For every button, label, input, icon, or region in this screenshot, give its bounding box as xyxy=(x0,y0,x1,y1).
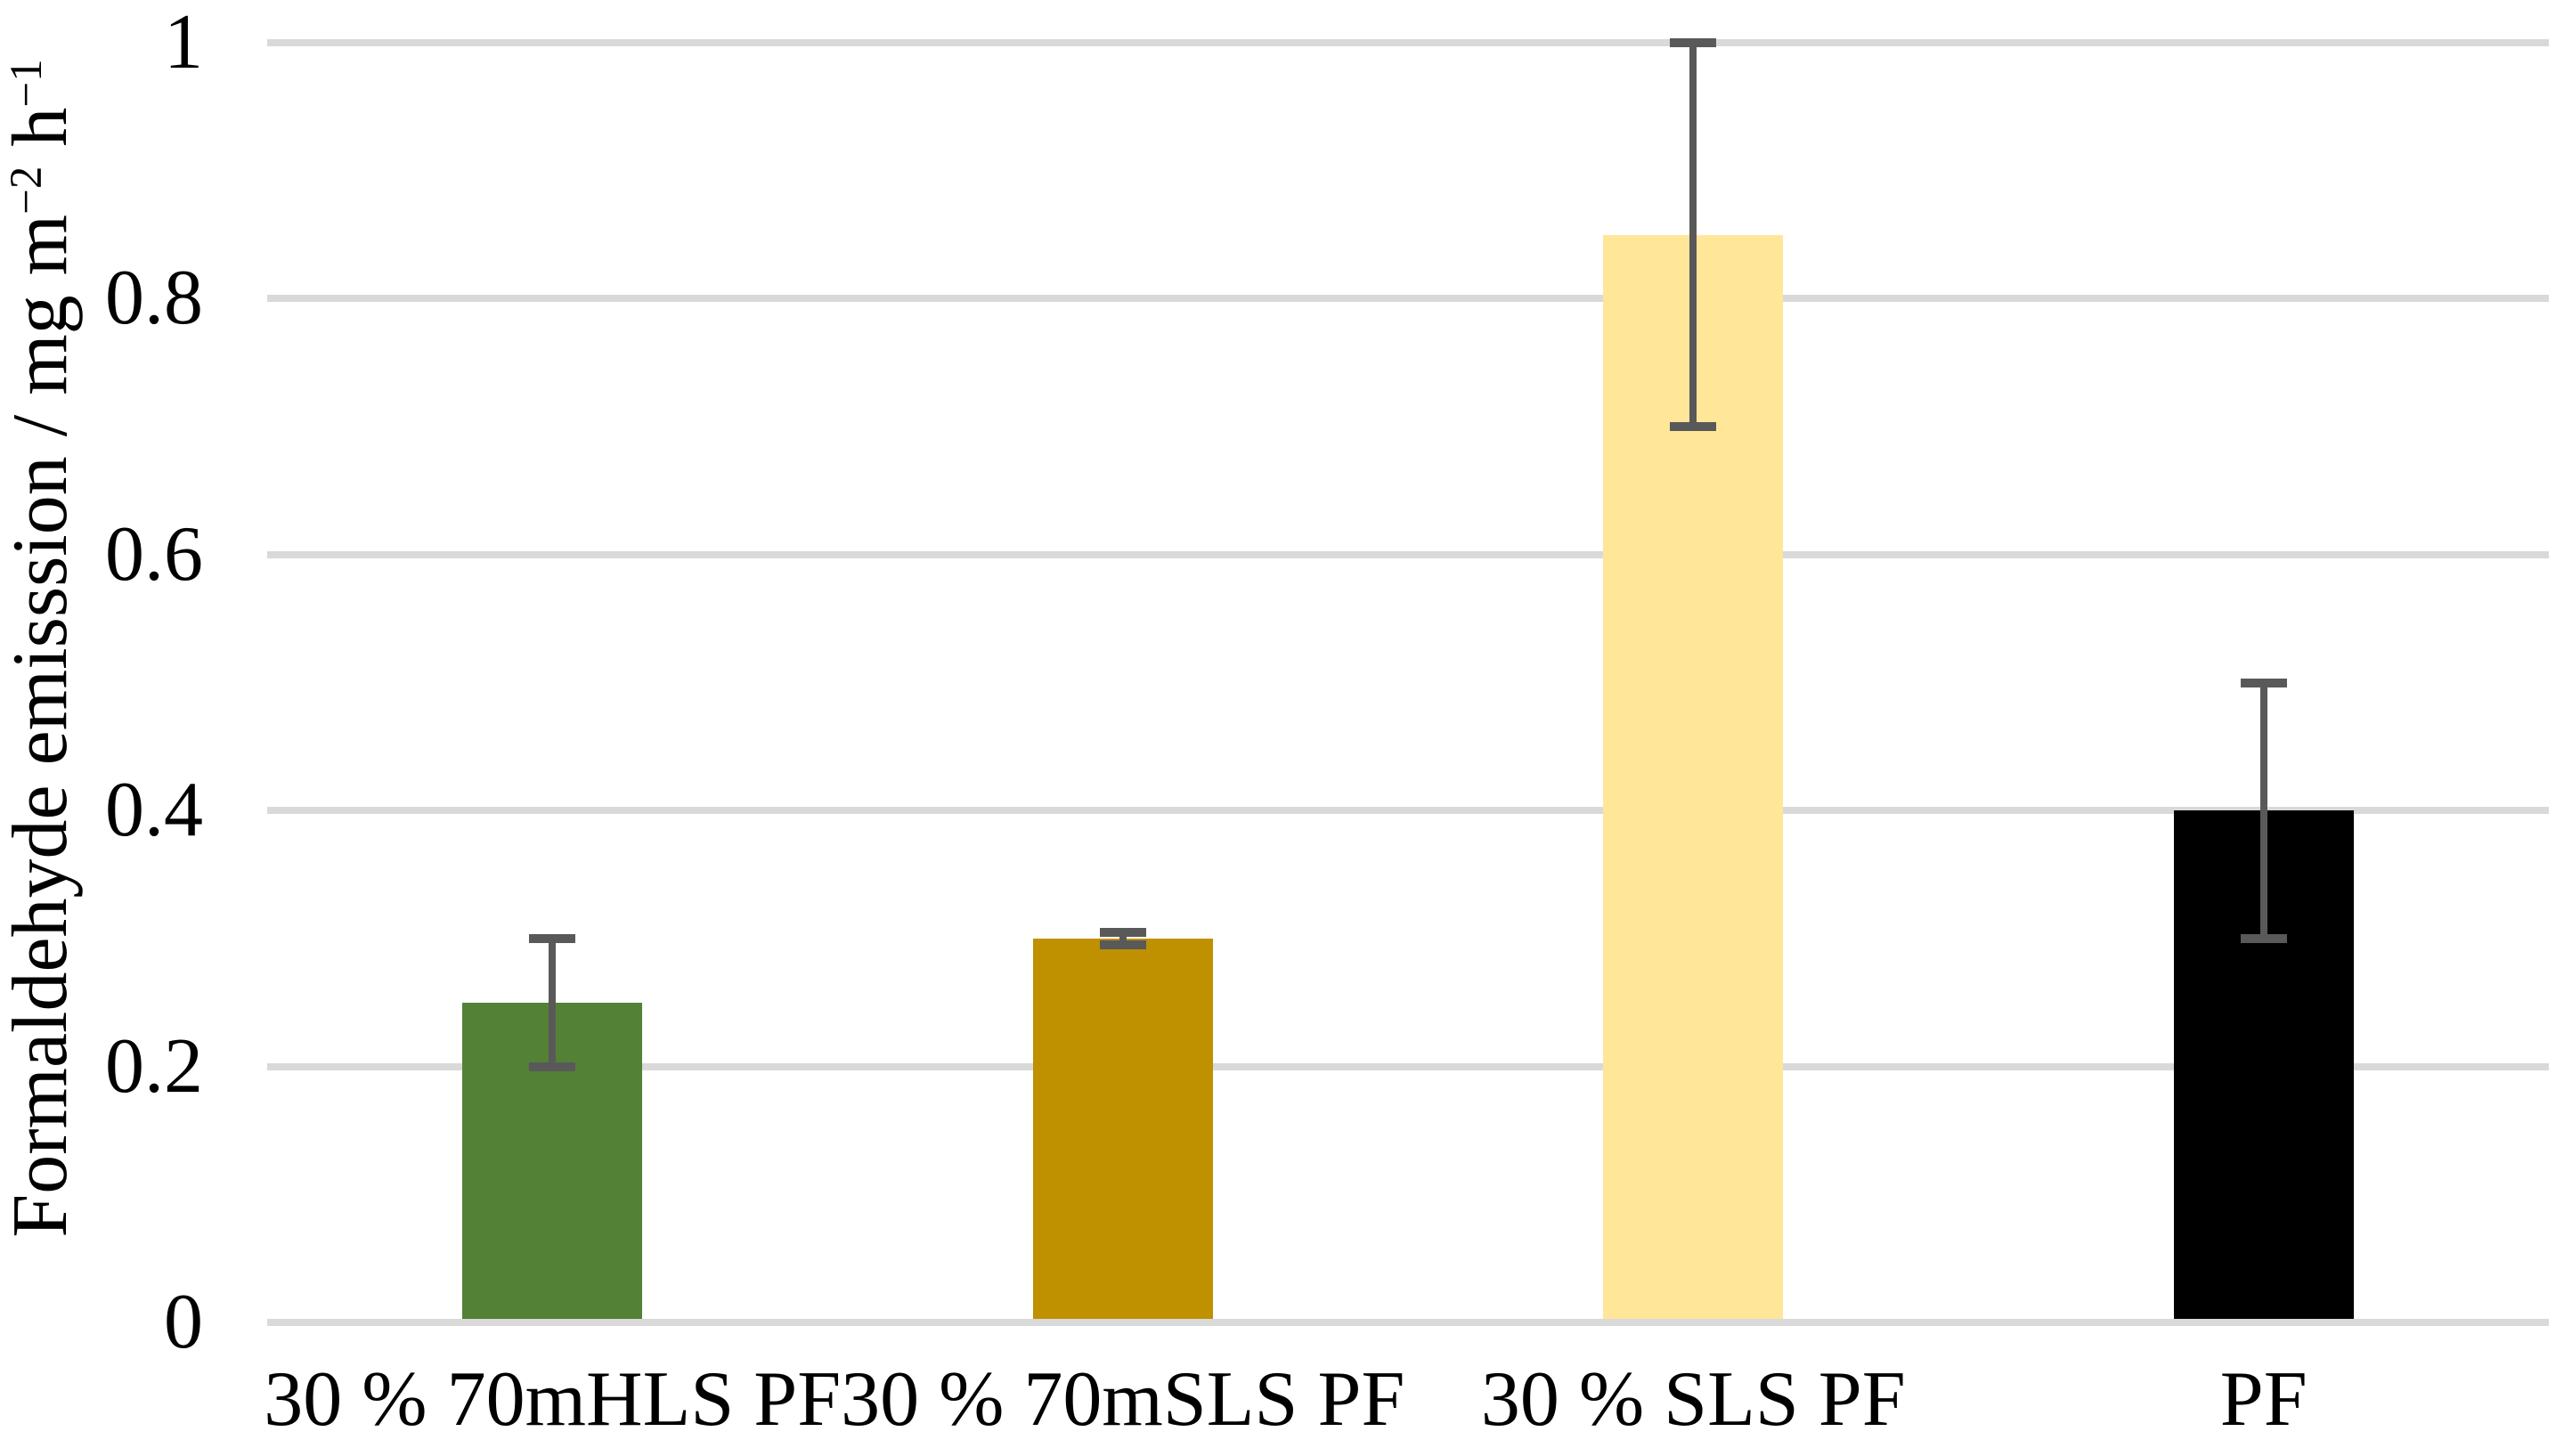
x-axis-category-label: 30 % 70mHLS PF xyxy=(264,1356,842,1443)
error-bar-cap xyxy=(1670,38,1717,47)
error-bar-line xyxy=(1119,931,1127,946)
x-axis-category-label: PF xyxy=(2219,1356,2307,1443)
error-bar-cap xyxy=(1099,927,1146,937)
error-bar-line xyxy=(549,938,557,1067)
x-axis-category-label: 30 % SLS PF xyxy=(1480,1356,1906,1443)
error-bar-cap xyxy=(529,933,576,943)
error-bar-cap xyxy=(2240,678,2287,687)
gridline xyxy=(267,550,2549,558)
y-axis-title-superscript: −2 xyxy=(1,166,52,215)
y-axis-tick-label: 0.8 xyxy=(105,255,203,342)
bar xyxy=(1032,938,1213,1319)
gridline xyxy=(267,1062,2549,1070)
y-axis-tick-label: 0.4 xyxy=(105,767,203,854)
gridline xyxy=(267,1319,2549,1326)
gridline xyxy=(267,39,2549,46)
y-axis-tick-label: 0.6 xyxy=(105,510,203,598)
gridline xyxy=(267,807,2549,815)
error-bar-cap xyxy=(1670,422,1717,432)
error-bar-cap xyxy=(1099,940,1146,950)
y-axis-tick-label: 1 xyxy=(164,0,203,85)
y-axis-title-text: h xyxy=(0,107,84,167)
error-bar-line xyxy=(1689,43,1697,427)
error-bar-cap xyxy=(529,1061,576,1071)
error-bar-line xyxy=(2259,682,2267,939)
y-axis-tick-label: 0 xyxy=(164,1279,203,1365)
x-axis-category-label: 30 % 70mSLS PF xyxy=(841,1356,1405,1443)
gridline xyxy=(267,295,2549,303)
y-axis-tick-label: 0.2 xyxy=(105,1022,203,1110)
error-bar-cap xyxy=(2240,933,2287,943)
